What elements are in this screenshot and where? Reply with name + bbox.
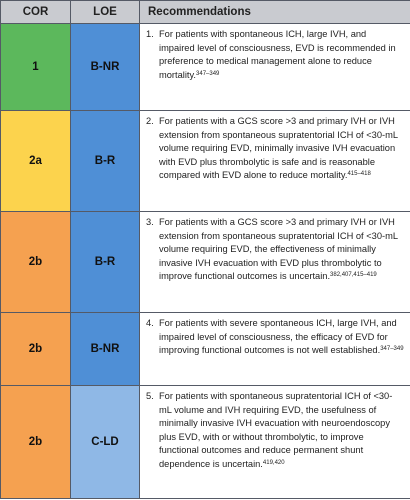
- cor-cell: 1: [0, 23, 71, 111]
- loe-cell: B-R: [70, 110, 140, 212]
- reference-superscript: 382,407,415–419: [330, 272, 377, 279]
- recommendations-header: Recommendations: [139, 0, 410, 24]
- reference-superscript: 419,420: [262, 459, 285, 466]
- recommendation-text: For patients with spontaneous supratento…: [159, 391, 393, 469]
- recommendation-text: For patients with a GCS score >3 and pri…: [159, 116, 398, 181]
- recommendation-cell: 5. For patients with spontaneous suprate…: [139, 385, 410, 499]
- recommendation-number: 2.: [146, 116, 154, 126]
- reference-superscript: 347–349: [380, 346, 404, 353]
- reference-superscript: 347–349: [196, 70, 220, 77]
- loe-cell: B-NR: [70, 23, 140, 111]
- loe-cell: C-LD: [70, 385, 140, 499]
- reference-superscript: 415–418: [347, 171, 371, 178]
- recommendation-number: 3.: [146, 217, 154, 227]
- recommendation-cell: 3. For patients with a GCS score >3 and …: [139, 211, 410, 313]
- cor-cell: 2b: [0, 211, 71, 313]
- loe-cell: B-R: [70, 211, 140, 313]
- recommendation-cell: 1. For patients with spontaneous ICH, la…: [139, 23, 410, 111]
- cor-cell: 2a: [0, 110, 71, 212]
- table-header-row: COR LOE Recommendations: [0, 0, 410, 24]
- table-row: 2b B-R 3. For patients with a GCS score …: [0, 211, 410, 313]
- recommendation-text: For patients with spontaneous ICH, large…: [159, 29, 396, 80]
- table-row: 2b B-NR 4. For patients with severe spon…: [0, 312, 410, 386]
- recommendation-text: For patients with a GCS score >3 and pri…: [159, 217, 398, 282]
- table-row: 2a B-R 2. For patients with a GCS score …: [0, 110, 410, 212]
- cor-cell: 2b: [0, 312, 71, 386]
- recommendation-number: 4.: [146, 318, 154, 328]
- recommendation-number: 5.: [146, 391, 154, 401]
- table-row: 1 B-NR 1. For patients with spontaneous …: [0, 23, 410, 111]
- loe-header: LOE: [70, 0, 140, 24]
- recommendation-number: 1.: [146, 29, 154, 39]
- table-row: 2b C-LD 5. For patients with spontaneous…: [0, 385, 410, 499]
- cor-cell: 2b: [0, 385, 71, 499]
- cor-header: COR: [0, 0, 71, 24]
- recommendation-text: For patients with severe spontaneous ICH…: [159, 318, 397, 356]
- recommendation-cell: 4. For patients with severe spontaneous …: [139, 312, 410, 386]
- recommendation-cell: 2. For patients with a GCS score >3 and …: [139, 110, 410, 212]
- loe-cell: B-NR: [70, 312, 140, 386]
